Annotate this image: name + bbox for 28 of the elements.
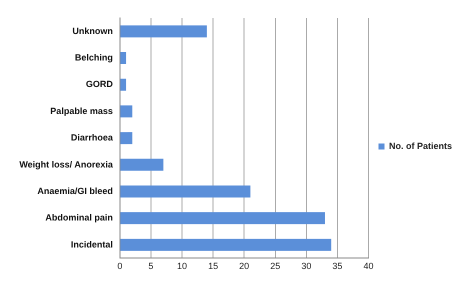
bar <box>120 78 126 91</box>
bar <box>120 158 164 171</box>
x-tick-label: 20 <box>239 261 250 272</box>
y-tick-label: Anaemia/GI bleed <box>37 186 113 196</box>
x-tick-label: 40 <box>363 261 374 272</box>
x-tick-label: 15 <box>208 261 218 272</box>
bar <box>120 52 126 64</box>
y-tick-label: Unknown <box>72 26 113 36</box>
y-tick-label: Belching <box>74 52 113 63</box>
bar <box>120 132 132 144</box>
bar <box>120 185 250 198</box>
x-tick-label: 30 <box>301 261 312 272</box>
y-tick-label: Weight loss/ Anorexia <box>19 159 114 170</box>
x-tick-label: 35 <box>332 261 342 272</box>
x-tick-label: 25 <box>270 261 280 272</box>
bar <box>120 238 332 251</box>
x-tick-label: 10 <box>177 261 188 272</box>
bar <box>120 25 207 38</box>
x-tick-label: 5 <box>148 261 154 272</box>
y-tick-label: GORD <box>86 79 114 90</box>
y-tick-label: Incidental <box>70 239 113 250</box>
y-tick-label: Abdominal pain <box>45 212 113 223</box>
legend-label: No. of Patients <box>388 140 452 151</box>
bar <box>120 212 325 224</box>
bar <box>120 105 132 118</box>
x-tick-label: 0 <box>117 261 122 272</box>
y-tick-label: Diarrhoea <box>70 132 114 143</box>
y-tick-label: Palpable mass <box>50 106 113 116</box>
